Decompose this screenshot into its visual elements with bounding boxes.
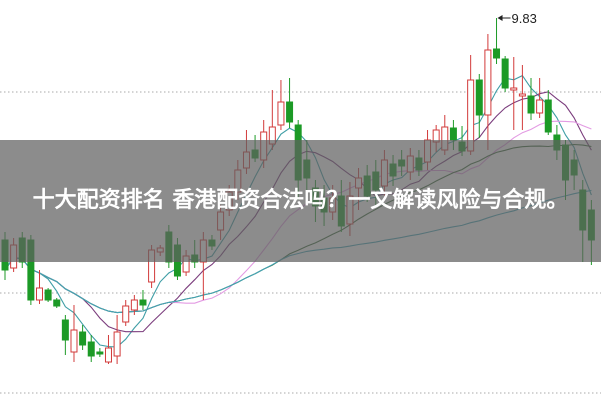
candle-body — [53, 299, 61, 307]
candle-body — [475, 79, 483, 116]
candle-body — [139, 299, 147, 306]
candle-up — [122, 300, 130, 326]
peak-price-label: 9.83 — [512, 11, 537, 26]
candle-up — [510, 57, 518, 130]
candle-down — [96, 348, 104, 357]
candle-body — [79, 331, 87, 346]
candle-body — [61, 319, 69, 341]
candle-down — [87, 335, 95, 362]
candle-down — [79, 325, 87, 350]
peak-arrow-icon — [497, 15, 503, 21]
candle-down — [139, 290, 147, 310]
candle-down — [527, 78, 535, 120]
candle-body — [96, 351, 104, 355]
candle-body — [484, 49, 492, 116]
candle-body — [130, 299, 138, 311]
candle-down — [544, 90, 552, 135]
candle-up — [130, 295, 138, 315]
candle-up — [277, 80, 285, 130]
article-title: 十大配资排名 香港配资合法吗？一文解读风险与合规。 — [32, 188, 569, 213]
candle-body — [544, 99, 552, 133]
candle-down — [475, 74, 483, 138]
candle-body — [510, 87, 518, 91]
candle-down — [286, 78, 294, 128]
candle-body — [35, 287, 43, 301]
candle-body — [113, 331, 121, 357]
candle-down — [44, 288, 52, 302]
candle-down — [493, 18, 501, 64]
candle-body — [104, 347, 112, 363]
candle-body — [286, 101, 294, 123]
candle-body — [449, 127, 457, 141]
candle-up — [518, 65, 526, 130]
candle-body — [70, 329, 78, 353]
candle-up — [536, 78, 544, 118]
title-banner: 十大配资排名 香港配资合法吗？一文解读风险与合规。 — [0, 140, 601, 262]
candle-up — [70, 305, 78, 362]
candle-body — [518, 93, 526, 97]
candle-down — [61, 315, 69, 355]
candle-body — [277, 101, 285, 126]
candle-body — [501, 58, 509, 89]
candle-body — [527, 95, 535, 114]
candle-body — [44, 289, 52, 301]
candle-up — [35, 270, 43, 304]
candle-up — [113, 315, 121, 364]
candle-body — [122, 305, 130, 323]
candle-down — [501, 56, 509, 92]
candle-body — [493, 48, 501, 59]
candle-up — [104, 335, 112, 364]
candle-down — [53, 298, 61, 308]
candle-up — [484, 34, 492, 150]
candle-body — [87, 341, 95, 357]
candle-body — [536, 99, 544, 114]
